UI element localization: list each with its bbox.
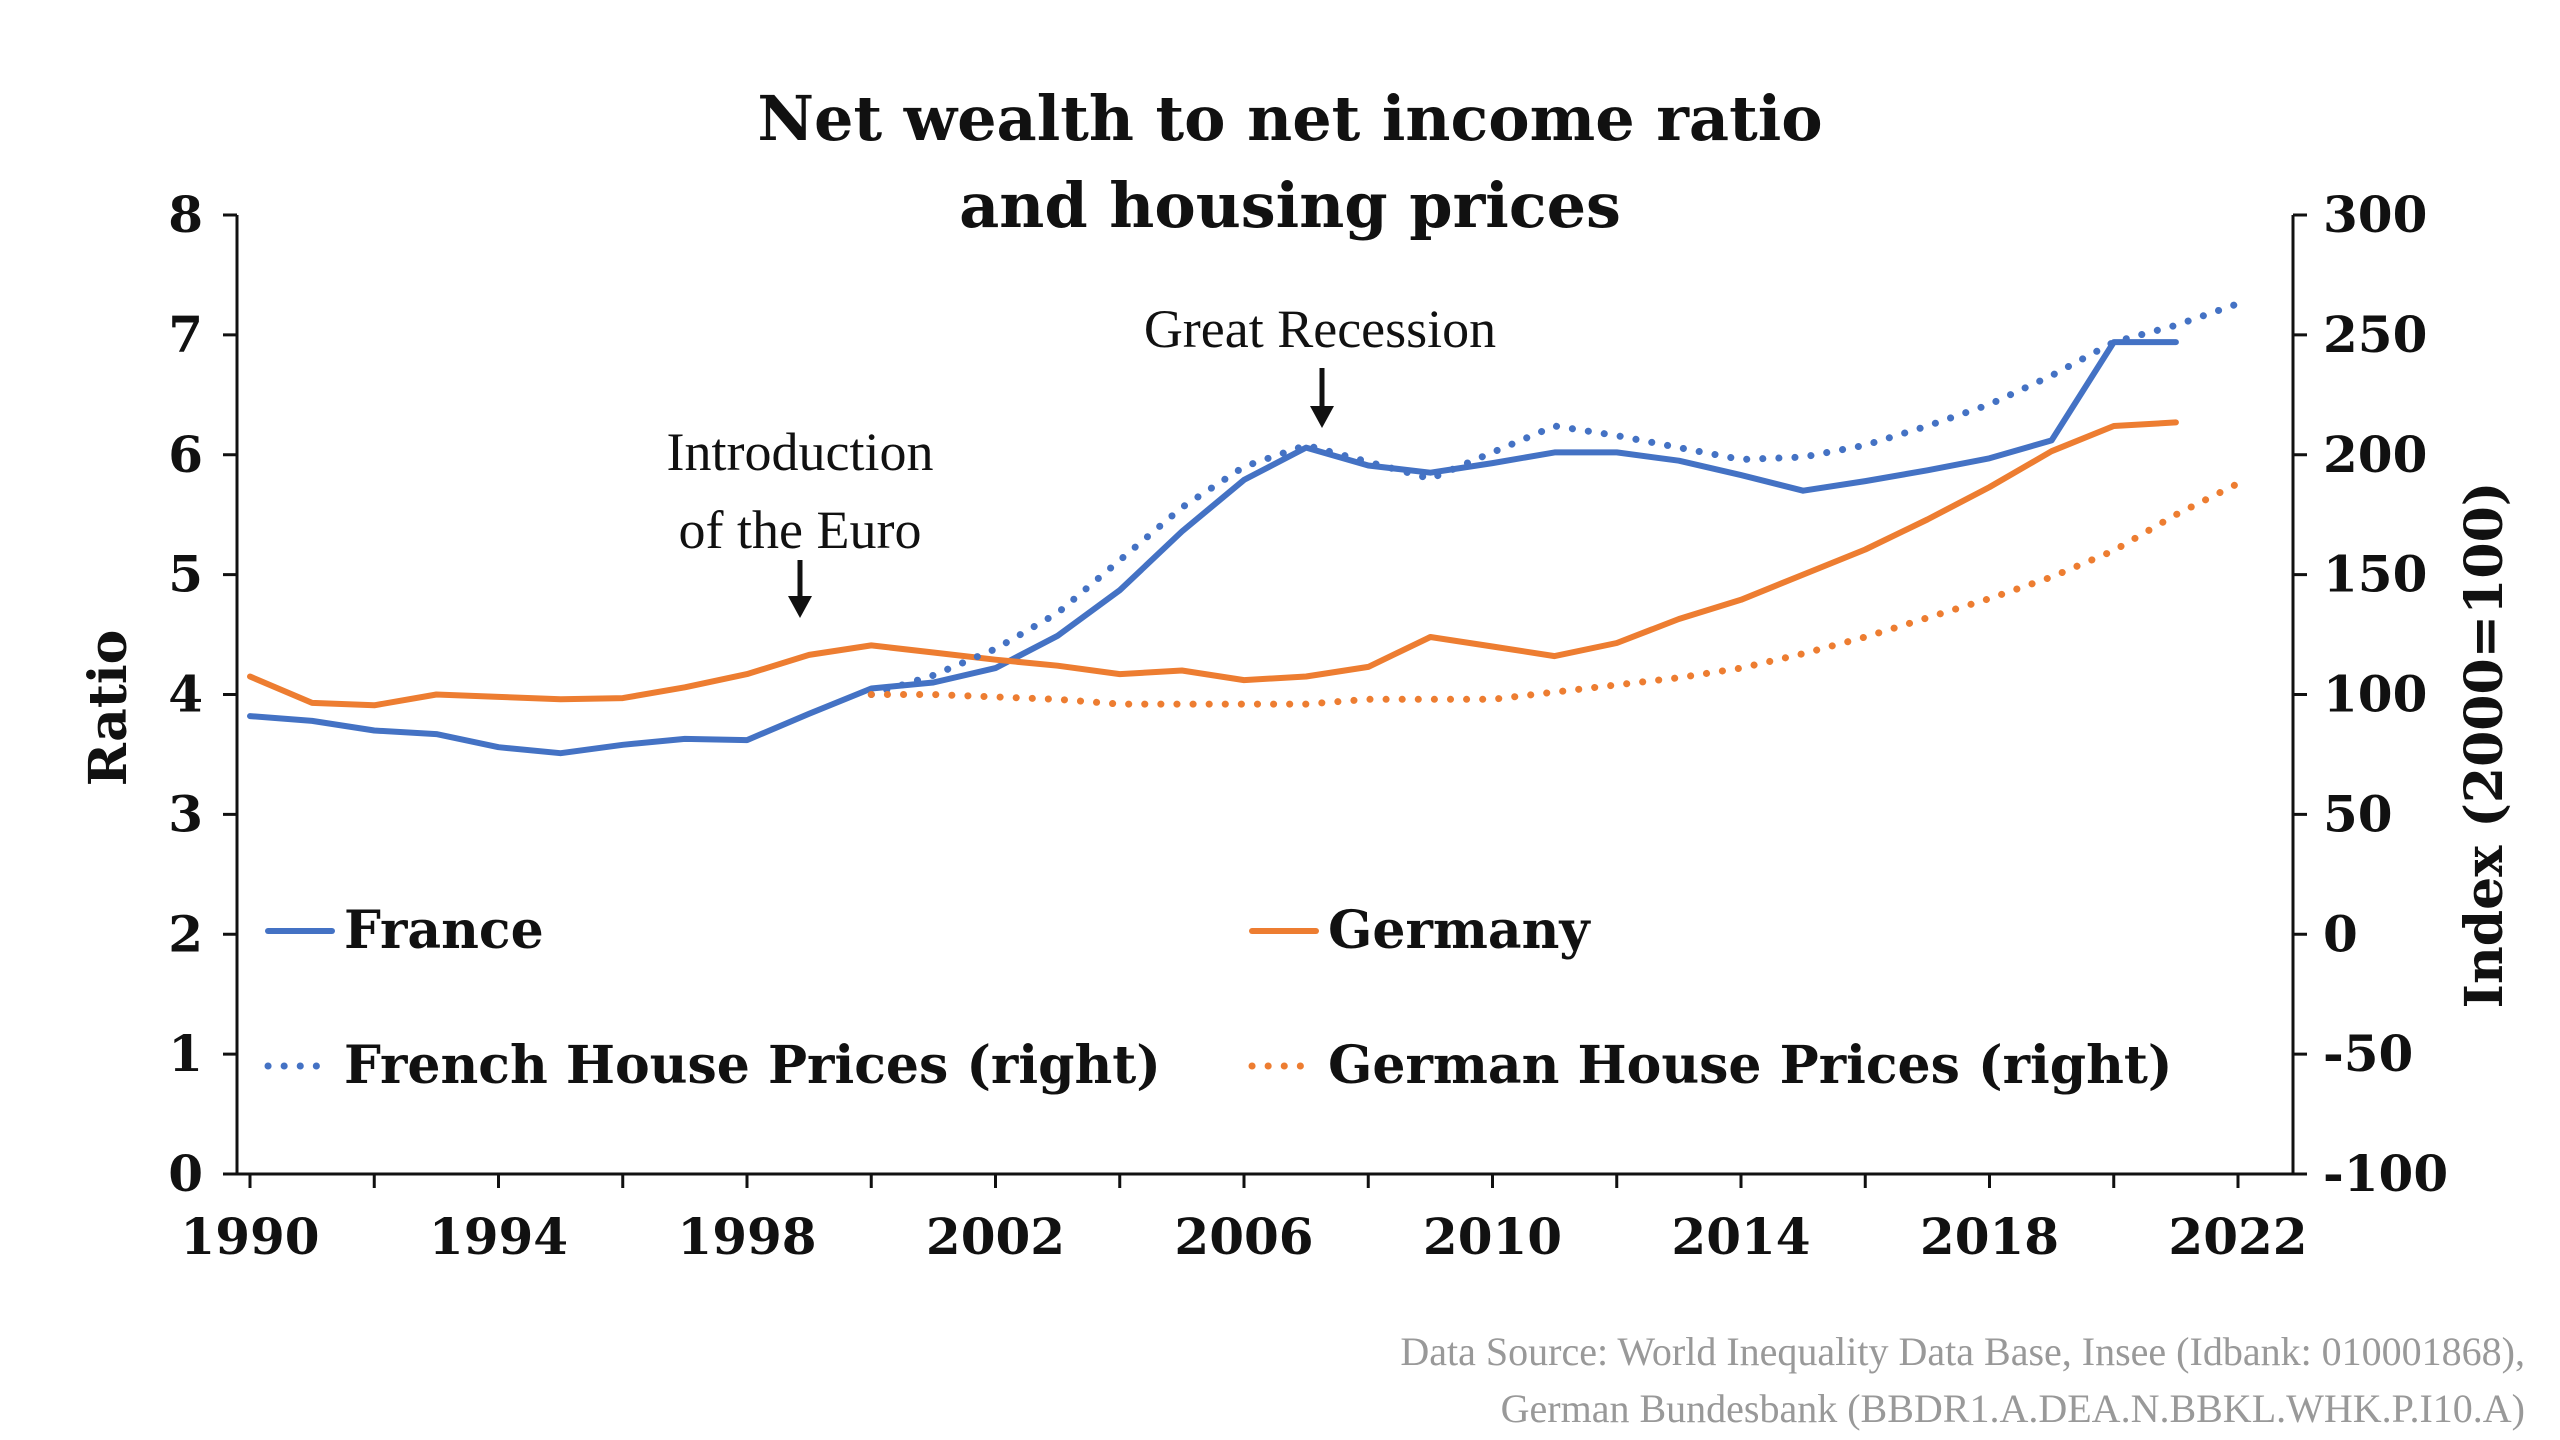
- y-tick-label-right: -100: [2323, 1144, 2448, 1203]
- y-tick-label-right: 200: [2323, 425, 2427, 484]
- y-tick-label-right: 100: [2323, 665, 2427, 724]
- y-tick-label-left: 3: [168, 784, 203, 843]
- y-tick-label-left: 5: [168, 545, 203, 604]
- x-tick-label: 2018: [1920, 1207, 2059, 1266]
- series-line-french-house-prices-right: [867, 300, 2242, 698]
- annotation-text: Great Recession: [1144, 299, 1496, 359]
- y-tick-label-left: 0: [168, 1144, 203, 1203]
- y-tick-label-left: 2: [168, 904, 203, 963]
- x-tick-label: 2014: [1671, 1207, 1810, 1266]
- chart-title-line-1: Net wealth to net income ratio: [757, 82, 1822, 155]
- chart-title-line-2: and housing prices: [959, 169, 1621, 242]
- y-tick-label-left: 7: [168, 305, 203, 364]
- legend-label: German House Prices (right): [1328, 1035, 2173, 1096]
- x-tick-label: 1990: [180, 1207, 319, 1266]
- legend: France Germany French House Prices (right)…: [264, 900, 2173, 1096]
- annotation-arrow-head: [1310, 406, 1334, 428]
- y-tick-label-right: 0: [2323, 904, 2358, 963]
- x-tick-label: 2006: [1174, 1207, 1313, 1266]
- x-tick-label: 2002: [926, 1207, 1065, 1266]
- legend-label: Germany: [1328, 900, 1591, 961]
- data-source: Data Source: World Inequality Data Base,…: [1400, 1329, 2525, 1431]
- y-tick-label-left: 8: [168, 185, 203, 244]
- x-tick-label: 1994: [429, 1207, 568, 1266]
- y-tick-label-right: 50: [2323, 784, 2393, 843]
- y-axis-label-right: Index (2000=100): [2454, 482, 2515, 1009]
- series-line-german-house-prices-right: [867, 480, 2242, 708]
- y-tick-label-right: -50: [2323, 1024, 2413, 1083]
- axes: [223, 213, 2307, 1188]
- y-axis-label-left: Ratio: [78, 630, 139, 787]
- y-tick-label-left: 6: [168, 425, 203, 484]
- chart-title: Net wealth to net income ratio and housi…: [757, 82, 1822, 242]
- annotation-text: Introduction: [667, 422, 934, 482]
- annotation-text: of the Euro: [679, 500, 922, 560]
- y-tick-label-right: 150: [2323, 545, 2427, 604]
- y-tick-label-left: 1: [168, 1024, 203, 1083]
- x-tick-label: 1998: [677, 1207, 816, 1266]
- annotation-arrow-head: [788, 596, 812, 618]
- source-line-2: German Bundesbank (BBDR1.A.DEA.N.BBKL.WH…: [1501, 1386, 2525, 1431]
- x-tick-label: 2010: [1423, 1207, 1562, 1266]
- legend-label: France: [344, 900, 544, 961]
- y-tick-label-right: 300: [2323, 185, 2427, 244]
- legend-label: French House Prices (right): [344, 1035, 1161, 1096]
- tick-labels: 0 1 2 3 4 5 6 7 8 -100 -50 0 50 100 150 200 250 300 1990 19…: [168, 185, 2448, 1266]
- series-line-france: [247, 339, 2179, 757]
- annotations: Introduction of the Euro Great Recession: [667, 299, 1496, 618]
- source-line-1: Data Source: World Inequality Data Base,…: [1400, 1329, 2525, 1374]
- x-tick-label: 2022: [2168, 1207, 2307, 1266]
- y-tick-label-right: 250: [2323, 305, 2427, 364]
- y-tick-label-left: 4: [168, 665, 203, 724]
- series: [247, 300, 2242, 757]
- series-line-germany: [247, 419, 2179, 709]
